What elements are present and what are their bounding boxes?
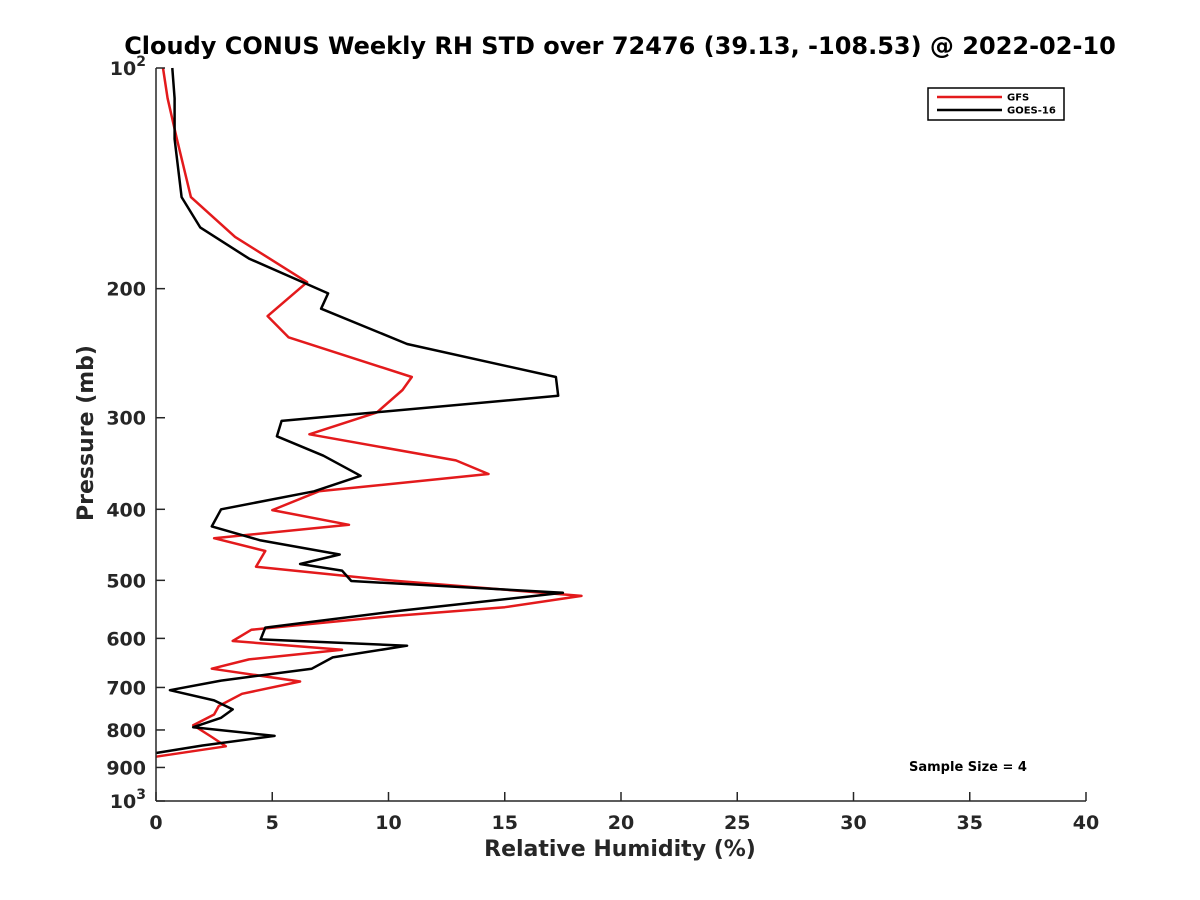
y-tick-label: 500 [106,570,146,592]
x-ticks: 0 5 10 15 20 25 30 35 40 [149,792,1099,834]
y-tick-label: 900 [106,757,146,779]
plot-area [155,67,583,758]
y-axis-label: Pressure (mb) [74,345,99,521]
y-tick-label: 400 [106,499,146,521]
legend-entries: GFS GOES-16 [937,93,1056,117]
y-tick-label: 800 [106,720,146,742]
x-tick-label: 40 [1073,812,1099,834]
x-tick-label: 10 [375,812,401,834]
sample-size-annotation: Sample Size = 4 [909,760,1027,775]
legend-label: GOES-16 [1007,106,1056,117]
y-tick-label: 700 [106,677,146,699]
x-tick-label: 20 [608,812,634,834]
y-ticks: 102 200 300 400 500 600 700 800 900 103 [106,54,165,813]
x-tick-label: 5 [266,812,279,834]
y-tick-label: 200 [106,279,146,301]
x-tick-label: 35 [957,812,983,834]
y-tick-label: 102 [110,54,146,80]
x-tick-label: 25 [724,812,750,834]
x-axis-label: Relative Humidity (%) [484,837,756,862]
chart-title: Cloudy CONUS Weekly RH STD over 72476 (3… [124,32,1116,60]
series-line-gfs [155,67,583,758]
legend-box [927,87,1065,121]
legend-label: GFS [1007,93,1029,104]
legend: GFS GOES-16 [927,87,1065,121]
y-tick-label: 600 [106,628,146,650]
x-tick-label: 30 [840,812,866,834]
x-tick-label: 15 [492,812,518,834]
x-tick-label: 0 [149,812,162,834]
y-tick-label: 300 [106,408,146,430]
series-line-goes-16 [155,67,565,755]
y-tick-label: 103 [110,787,146,813]
